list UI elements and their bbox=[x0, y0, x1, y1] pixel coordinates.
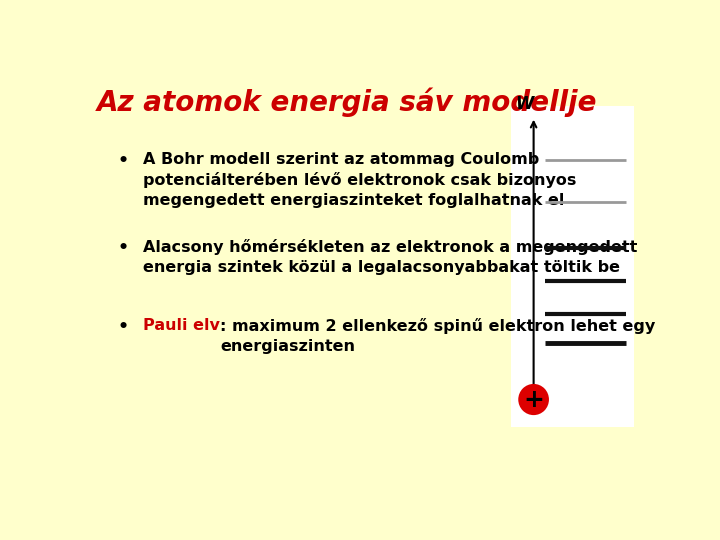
Text: Az atomok energia sáv modellje: Az atomok energia sáv modellje bbox=[96, 87, 597, 117]
Ellipse shape bbox=[518, 384, 549, 415]
Bar bbox=[511, 106, 634, 427]
Text: Pauli elv: Pauli elv bbox=[143, 319, 220, 333]
Text: •: • bbox=[118, 239, 129, 258]
Text: Alacsony hőmérsékleten az elektronok a megengedett
energia szintek közül a legal: Alacsony hőmérsékleten az elektronok a m… bbox=[143, 239, 637, 275]
Text: A Bohr modell szerint az atommag Coulomb
potenciálterében lévő elektronok csak b: A Bohr modell szerint az atommag Coulomb… bbox=[143, 152, 577, 208]
Text: •: • bbox=[118, 319, 129, 336]
Text: : maximum 2 ellenkező spinű elektron lehet egy
energiaszinten: : maximum 2 ellenkező spinű elektron leh… bbox=[220, 319, 655, 354]
Text: +: + bbox=[523, 388, 544, 411]
Text: •: • bbox=[118, 152, 129, 170]
Text: W: W bbox=[515, 94, 534, 113]
